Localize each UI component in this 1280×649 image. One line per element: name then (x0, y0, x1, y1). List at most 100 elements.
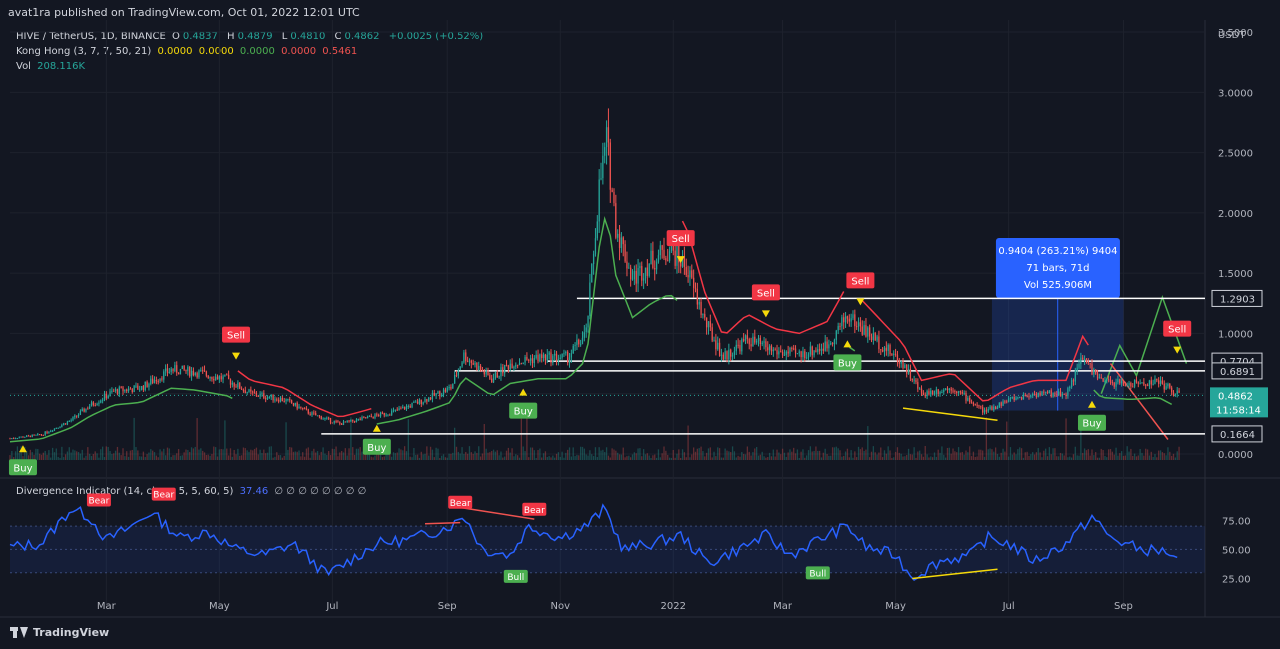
candle-body (498, 376, 500, 378)
candle-body (757, 337, 760, 341)
volume-bar (750, 455, 752, 460)
candle-body (989, 406, 991, 409)
candle-body (818, 349, 821, 351)
volume-bar (222, 449, 224, 460)
volume-bar (70, 452, 72, 460)
volume-bar (164, 455, 167, 460)
candle-body (352, 419, 354, 422)
candle-body (531, 358, 534, 364)
candle-body (177, 372, 180, 375)
candle-body (311, 412, 313, 415)
candle-body (1152, 383, 1154, 385)
volume-bar (907, 448, 910, 460)
trailing-stop-line (1093, 389, 1173, 406)
volume-bar (987, 449, 989, 460)
volume-bar (126, 451, 128, 460)
volume-bar (1004, 451, 1006, 460)
tradingview-footer[interactable]: TradingView (10, 626, 109, 639)
volume-bar (383, 456, 385, 460)
currency-label: USDT (1218, 30, 1246, 41)
volume-bar (617, 452, 619, 460)
candle-body (346, 420, 348, 423)
volume-bar (22, 456, 24, 460)
volume-bar (1017, 449, 1019, 460)
candle-body (74, 415, 76, 418)
volume-bar (31, 452, 33, 460)
candle-body (752, 336, 754, 347)
kh-value-4: 0.0000 (281, 46, 317, 57)
candle-body (416, 401, 419, 404)
candle-body (135, 385, 137, 387)
candle-body (1102, 378, 1104, 382)
volume-bar (177, 449, 180, 460)
candle-body (1011, 397, 1013, 399)
volume-bar (594, 447, 597, 460)
candle-body (466, 361, 469, 363)
volume-bar (252, 450, 254, 460)
volume-bar (943, 454, 945, 460)
volume-bar (426, 446, 428, 460)
candle-body (316, 415, 319, 417)
candle-body (987, 408, 989, 412)
volume-bar (194, 446, 196, 460)
candle-body (398, 408, 400, 411)
candle-body (459, 366, 461, 370)
candle-body (215, 376, 217, 381)
candle-body (1013, 397, 1015, 401)
volume-bar (205, 454, 208, 460)
time-tick-label: Nov (550, 601, 570, 612)
candle-body (474, 362, 476, 365)
volume-bar (40, 454, 43, 460)
volume-bar (129, 450, 132, 460)
candle-body (798, 351, 800, 354)
volume-bar (513, 456, 515, 460)
volume-bar (529, 447, 532, 460)
candle-body (554, 353, 556, 356)
candle-body (470, 360, 472, 364)
candle-body (657, 255, 660, 262)
volume-bar (705, 452, 708, 460)
candle-body (98, 402, 100, 404)
volume-bar (9, 455, 11, 460)
volume-bar (793, 447, 795, 460)
candle-body (59, 426, 61, 428)
volume-bar (509, 452, 511, 460)
volume-bar (661, 453, 663, 460)
candle-body (1091, 363, 1093, 375)
volume-bar (352, 447, 354, 460)
volume-bar (1059, 452, 1062, 460)
candle-body (318, 415, 321, 417)
rsi-tick-label: 75.00 (1222, 516, 1251, 527)
volume-bar (481, 453, 484, 460)
volume-bar (680, 457, 682, 460)
volume-bar (542, 453, 545, 460)
volume-label[interactable]: Vol (16, 61, 31, 72)
candle-body (66, 421, 69, 425)
candle-body (980, 406, 982, 408)
volume-bar (505, 450, 508, 460)
volume-bar (746, 446, 749, 460)
candle-body (13, 438, 15, 440)
price-tick-label: 2.0000 (1218, 209, 1253, 220)
candle-body (1098, 377, 1101, 379)
candle-body (922, 392, 925, 395)
tradingview-logo-icon (10, 627, 28, 638)
volume-bar (713, 451, 715, 460)
candle-body (933, 393, 936, 395)
candle-body (581, 337, 584, 345)
volume-bar (422, 454, 424, 460)
volume-bar (1032, 452, 1034, 460)
volume-bar (226, 448, 228, 460)
volume-bar (450, 453, 452, 460)
symbol-title[interactable]: HIVE / TetherUS, 1D, BINANCE (16, 31, 166, 42)
candle-body (1178, 390, 1180, 393)
volume-bar (852, 457, 854, 460)
candle-body (483, 370, 485, 375)
kh-value-1: 0.0000 (157, 46, 193, 57)
volume-bar (1048, 447, 1051, 460)
divergence-name[interactable]: Divergence Indicator (14, close, 5, 5, 6… (16, 486, 234, 497)
kong-hong-name[interactable]: Kong Hong (3, 7, 7, 50, 21) (16, 46, 152, 57)
candle-body (85, 408, 87, 412)
volume-bar (496, 450, 498, 460)
